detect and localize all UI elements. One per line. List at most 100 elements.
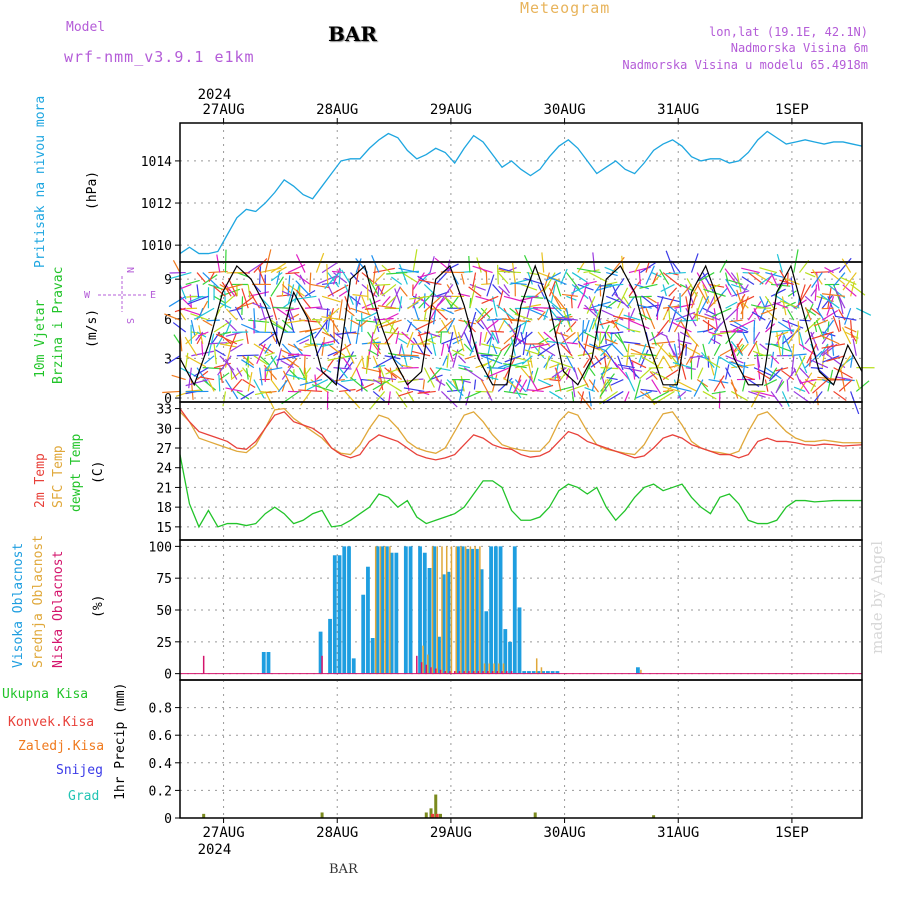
precip-bar [435,813,439,818]
wind-arrow [611,284,619,297]
bottom-date-label: 27AUG [202,825,244,841]
cloud-bar [450,546,453,674]
wind-arrow [613,315,635,321]
wind-arrow [281,355,300,368]
wind-arrow [713,284,716,305]
cloud-bar [493,663,495,674]
station-title: BAR [328,22,378,46]
wind-arrow [321,340,336,345]
wind-arrow [259,306,271,309]
wind-arrow [295,254,306,273]
wind-arrow [188,295,203,303]
wind-arrow [741,267,760,274]
wind-arrow [560,331,571,354]
wind-arrow [519,379,528,393]
wind-arrow [242,367,251,378]
wind-arrow [514,324,522,345]
cloud-bar [370,638,375,674]
wind-arrow [520,303,542,309]
wind-arrow [781,391,790,407]
wind-arrow [277,379,289,393]
wind-arrow [208,270,228,274]
precip-bar [652,815,656,818]
wind-arrow [401,272,419,284]
cloud-bar [431,546,434,674]
wind-arrow [196,284,200,299]
cloud-bar [502,663,505,674]
precip-bar [533,812,537,818]
wind-arrow [651,390,670,401]
cloud-bar [512,546,517,674]
wind-arrow [486,274,495,297]
wind-arrow [770,343,791,352]
wind-arrow [359,319,368,328]
wind-arrow [469,284,477,308]
cloud-bar [531,671,536,674]
wind-arrow [338,361,354,380]
wind-arrow [281,281,285,297]
wind-arrow [741,276,755,285]
wind-arrow [697,272,709,282]
wind-arrow [515,364,530,369]
y-tick-label: 50 [156,604,172,619]
wind-arrow [665,335,676,357]
wind-arrow [753,272,773,285]
wind-arrow [586,296,596,314]
wind-arrow [630,352,652,357]
wind-arrow [565,308,571,326]
wind-arrow [812,391,823,404]
wind-arrow [759,267,777,274]
cloud-bar [469,546,472,674]
wind-arrow [374,283,391,286]
wind-arrow [747,272,764,285]
wind-arrow [628,319,650,330]
wind-arrow [546,340,567,345]
wind-arrow [577,260,586,273]
wind-arrow [581,320,585,342]
wind-arrow [753,390,776,398]
bottom-year-label: 2024 [198,842,232,858]
wind-arrow [662,355,673,372]
wind-arrow [679,283,693,291]
wind-arrow [213,321,230,333]
wind-arrow [588,318,595,333]
wind-arrow [794,355,806,376]
wind-arrow [748,390,766,398]
wind-arrow [634,379,641,401]
wind-arrow [253,308,256,329]
wind-arrow [395,391,408,408]
wind-arrow [667,304,687,321]
wind-arrow [253,258,268,273]
wind-arrow [514,379,527,393]
wind-arrow [217,355,232,376]
wind-arrows-group [162,249,875,415]
wind-arrow [184,336,198,357]
cloud-bar [403,546,408,674]
wind-arrow [599,379,613,397]
wind-arrow [350,295,361,305]
wind-arrow [776,254,784,273]
bottom-date-label: 1SEP [775,825,809,841]
wind-arrow [497,264,499,285]
wind-arrow [810,381,817,392]
wind-arrow [281,297,298,309]
cloud-bar [425,664,428,674]
wind-arrow [486,355,491,371]
wind-arrow [571,284,577,297]
wind-arrow [401,331,416,345]
wind-arrow [798,343,817,357]
wind-arrow [793,249,799,273]
wind-arrow [409,343,414,361]
wind-arrow [469,283,486,291]
wind-arrow [679,296,682,313]
wind-arrow [742,361,746,380]
wind-arrow [549,318,566,333]
wind-arrow [202,379,217,391]
wind-arrow [214,349,226,357]
wind-arrow [264,249,272,273]
wind-arrow [208,272,215,282]
wind-arrow [577,391,592,411]
cloud-bar [508,641,512,674]
wind-arrow [287,343,303,352]
wind-arrow [812,379,829,394]
